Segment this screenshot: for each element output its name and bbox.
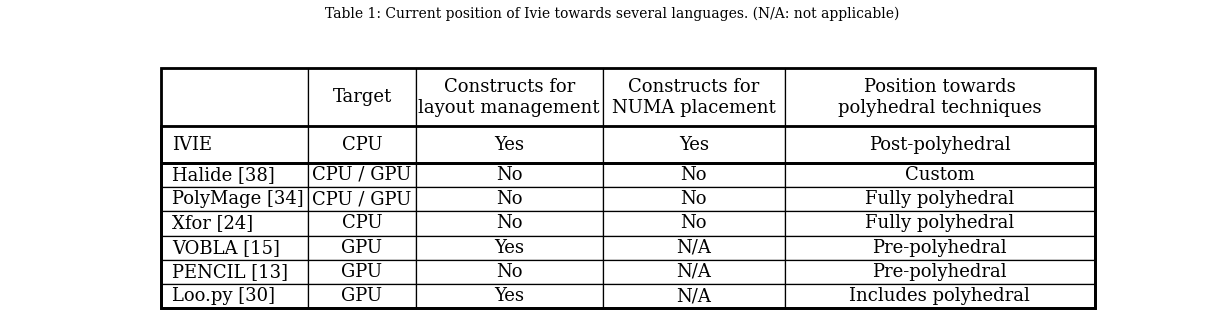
Text: Fully polyhedral: Fully polyhedral — [865, 190, 1014, 208]
Bar — [603, 163, 785, 187]
Bar — [160, 211, 309, 236]
Bar — [309, 260, 415, 284]
Bar — [160, 163, 1095, 308]
Text: GPU: GPU — [342, 263, 382, 281]
Bar — [603, 236, 785, 260]
Bar — [603, 284, 785, 308]
Text: IVIE: IVIE — [172, 135, 212, 153]
Text: Constructs for
NUMA placement: Constructs for NUMA placement — [611, 78, 775, 117]
Bar — [309, 126, 415, 163]
Text: GPU: GPU — [342, 239, 382, 256]
Bar — [309, 236, 415, 260]
Text: Post-polyhedral: Post-polyhedral — [869, 135, 1011, 153]
Text: Pre-polyhedral: Pre-polyhedral — [872, 239, 1007, 256]
Bar — [160, 187, 309, 211]
Text: Includes polyhedral: Includes polyhedral — [849, 287, 1030, 305]
Bar — [415, 163, 603, 187]
Text: Halide [38]: Halide [38] — [172, 166, 274, 184]
Bar — [309, 187, 415, 211]
Text: No: No — [680, 166, 707, 184]
Bar — [603, 211, 785, 236]
Bar — [785, 211, 1095, 236]
Bar — [309, 284, 415, 308]
Text: Yes: Yes — [494, 135, 524, 153]
Text: CPU / GPU: CPU / GPU — [312, 166, 412, 184]
Bar — [415, 236, 603, 260]
Text: Yes: Yes — [494, 239, 524, 256]
Bar — [160, 126, 309, 163]
Text: Constructs for
layout management: Constructs for layout management — [419, 78, 600, 117]
Text: Position towards
polyhedral techniques: Position towards polyhedral techniques — [838, 78, 1041, 117]
Text: Pre-polyhedral: Pre-polyhedral — [872, 263, 1007, 281]
Bar — [160, 126, 1095, 163]
Bar — [785, 187, 1095, 211]
Text: N/A: N/A — [676, 263, 710, 281]
Bar — [415, 126, 603, 163]
Bar — [785, 126, 1095, 163]
Text: No: No — [680, 214, 707, 232]
Text: PolyMage [34]: PolyMage [34] — [172, 190, 304, 208]
Bar — [160, 68, 309, 126]
Bar — [160, 163, 309, 187]
Text: No: No — [496, 166, 522, 184]
Text: Yes: Yes — [679, 135, 709, 153]
Text: No: No — [680, 190, 707, 208]
Text: VOBLA [15]: VOBLA [15] — [172, 239, 281, 256]
Text: PENCIL [13]: PENCIL [13] — [172, 263, 288, 281]
Bar — [785, 284, 1095, 308]
Bar — [415, 211, 603, 236]
Text: CPU: CPU — [342, 214, 382, 232]
Text: N/A: N/A — [676, 287, 710, 305]
Bar — [785, 236, 1095, 260]
Bar — [415, 284, 603, 308]
Bar — [785, 163, 1095, 187]
Text: GPU: GPU — [342, 287, 382, 305]
Text: Target: Target — [332, 88, 392, 106]
Text: Custom: Custom — [905, 166, 975, 184]
Bar — [415, 68, 603, 126]
Bar — [415, 260, 603, 284]
Bar — [160, 236, 309, 260]
Bar — [415, 187, 603, 211]
Bar — [309, 163, 415, 187]
Bar — [309, 211, 415, 236]
Bar — [309, 68, 415, 126]
Text: CPU / GPU: CPU / GPU — [312, 190, 412, 208]
Bar — [160, 260, 309, 284]
Bar — [603, 126, 785, 163]
Text: No: No — [496, 214, 522, 232]
Text: No: No — [496, 190, 522, 208]
Text: Table 1: Current position of Ivie towards several languages. (N/A: not applicabl: Table 1: Current position of Ivie toward… — [326, 6, 899, 21]
Bar — [785, 68, 1095, 126]
Text: No: No — [496, 263, 522, 281]
Text: Fully polyhedral: Fully polyhedral — [865, 214, 1014, 232]
Text: N/A: N/A — [676, 239, 710, 256]
Bar — [603, 68, 785, 126]
Bar — [603, 260, 785, 284]
Bar — [160, 284, 309, 308]
Text: Loo.py [30]: Loo.py [30] — [172, 287, 276, 305]
Text: Xfor [24]: Xfor [24] — [172, 214, 254, 232]
Bar — [785, 260, 1095, 284]
Text: Yes: Yes — [494, 287, 524, 305]
Text: CPU: CPU — [342, 135, 382, 153]
Bar — [603, 187, 785, 211]
